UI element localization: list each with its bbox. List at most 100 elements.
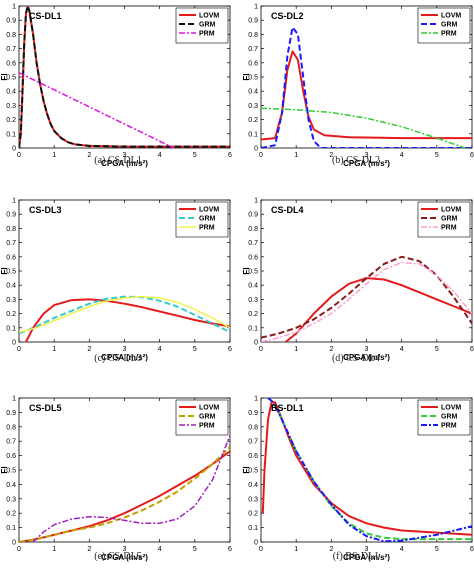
y-tick-label: 0 xyxy=(12,540,16,547)
y-tick-label: 0.4 xyxy=(248,283,258,290)
y-tick-label: 0.3 xyxy=(6,297,16,304)
legend-label-grm: GRM xyxy=(199,22,216,29)
series-line-grm xyxy=(267,398,472,541)
legend-label-prm: PRM xyxy=(199,225,215,232)
y-tick-label: 0.7 xyxy=(6,439,16,446)
y-tick-label: 0.5 xyxy=(6,75,16,82)
chart-panel-5: 0 1 2 3 4 5 6 0 0.1 0.2 0.3 0.4 0.5 0.6 0.7 0.8 0.9 1 CPGA… xyxy=(0,396,232,563)
chart-panel-2: 0 1 2 3 4 5 6 0 0.1 0.2 0.3 0.4 0.5 0.6 0.7 0.8 0.9 1 CPGA… xyxy=(242,4,474,169)
series-line-prm xyxy=(261,107,466,148)
x-tick-label: 2 xyxy=(329,546,333,553)
x-tick-label: 4 xyxy=(158,546,162,553)
series-line-grm xyxy=(261,26,472,148)
series-lines xyxy=(19,6,230,148)
y-tick-label: 0.3 xyxy=(6,103,16,110)
x-tick-label: 3 xyxy=(365,546,369,553)
legend-label-lovm: LOVM xyxy=(441,207,461,214)
legend-label-prm: PRM xyxy=(441,423,457,430)
x-tick-label: 6 xyxy=(228,346,232,353)
x-tick-label: 4 xyxy=(158,346,162,353)
y-tick-label: 0.3 xyxy=(248,496,258,503)
x-tick-label: 0 xyxy=(259,546,263,553)
y-tick-label: 0.2 xyxy=(248,311,258,318)
series-line-grm xyxy=(19,6,230,148)
panel-caption: (f) BS-DL1 xyxy=(333,551,379,562)
y-tick-label: 0.8 xyxy=(248,226,258,233)
chart-panel-6: 0 1 2 3 4 5 6 0 0.1 0.2 0.3 0.4 0.5 0.6 0.7 0.8 0.9 1 CPGA… xyxy=(242,396,474,563)
y-tick-label: 0.4 xyxy=(248,482,258,489)
x-tick-label: 3 xyxy=(123,346,127,353)
x-tick-label: 1 xyxy=(52,346,56,353)
panel-title: CS-DL1 xyxy=(29,11,62,21)
legend-box xyxy=(175,201,229,238)
series-line-grm xyxy=(19,295,230,335)
y-tick-label: 1 xyxy=(12,198,16,205)
panel-caption: (e) CS-DL5 xyxy=(94,551,142,562)
x-tick-label: 5 xyxy=(435,546,439,553)
series-line-prm xyxy=(267,398,472,542)
y-tick-label: 0.9 xyxy=(248,212,258,219)
y-tick-label: 1 xyxy=(12,4,16,11)
y-axis-label: FI xyxy=(0,267,9,274)
legend-label-prm: PRM xyxy=(441,225,457,232)
legend-label-prm: PRM xyxy=(441,31,457,38)
y-tick-label: 0.2 xyxy=(248,511,258,518)
y-tick-label: 0.2 xyxy=(248,117,258,124)
x-tick-label: 3 xyxy=(123,546,127,553)
y-tick-label: 0.7 xyxy=(248,439,258,446)
x-tick-label: 0 xyxy=(17,346,21,353)
x-tick-label: 2 xyxy=(87,546,91,553)
y-tick-label: 0.1 xyxy=(248,525,258,532)
x-tick-label: 0 xyxy=(259,346,263,353)
legend-label-grm: GRM xyxy=(441,216,458,223)
legend-box xyxy=(417,7,471,44)
y-tick-label: 0.4 xyxy=(248,89,258,96)
panel-caption: (d) CS-DL4 xyxy=(332,353,380,364)
y-tick-label: 0.9 xyxy=(248,410,258,417)
y-tick-label: 0.1 xyxy=(6,131,16,138)
x-axis-label: CPGA (m/s²) xyxy=(343,353,390,362)
x-tick-label: 4 xyxy=(400,152,404,159)
y-tick-label: 0.3 xyxy=(6,496,16,503)
legend-label-lovm: LOVM xyxy=(441,405,461,412)
x-axis-label: CPGA (m/s²) xyxy=(343,159,390,168)
y-tick-label: 0.7 xyxy=(248,240,258,247)
y-tick-label: 0.2 xyxy=(6,117,16,124)
y-tick-label: 0 xyxy=(12,340,16,347)
x-tick-label: 6 xyxy=(228,546,232,553)
x-tick-label: 5 xyxy=(193,152,197,159)
y-tick-label: 0.9 xyxy=(6,410,16,417)
x-tick-label: 1 xyxy=(294,546,298,553)
series-line-lovm xyxy=(284,277,472,342)
x-tick-label: 5 xyxy=(435,152,439,159)
x-tick-label: 0 xyxy=(259,152,263,159)
y-tick-label: 0.8 xyxy=(248,424,258,431)
y-tick-label: 1 xyxy=(254,198,258,205)
x-tick-label: 6 xyxy=(470,546,474,553)
x-tick-label: 1 xyxy=(294,152,298,159)
panel-caption: (b) CS-DL2 xyxy=(332,155,380,166)
x-tick-label: 5 xyxy=(193,346,197,353)
series-lines xyxy=(261,26,472,148)
panel-title: CS-DL3 xyxy=(29,205,62,215)
panel-title: CS-DL4 xyxy=(271,205,304,215)
legend-box xyxy=(417,399,471,436)
legend: LOVM GRM PRM xyxy=(417,399,471,436)
y-axis-label: FI xyxy=(242,73,251,80)
legend: LOVM GRM PRM xyxy=(417,201,471,238)
y-tick-label: 0.8 xyxy=(6,424,16,431)
legend: LOVM GRM PRM xyxy=(417,7,471,44)
legend-label-grm: GRM xyxy=(199,414,216,421)
x-axis-label: CPGA (m/s²) xyxy=(101,353,148,362)
legend-label-grm: GRM xyxy=(441,414,458,421)
legend-box xyxy=(417,201,471,238)
y-tick-label: 0.7 xyxy=(6,240,16,247)
y-tick-label: 0.8 xyxy=(248,32,258,39)
y-tick-label: 0.2 xyxy=(6,311,16,318)
x-tick-label: 0 xyxy=(17,546,21,553)
series-line-lovm xyxy=(19,450,230,542)
panel-title: CS-DL2 xyxy=(271,11,304,21)
y-tick-label: 0.8 xyxy=(6,226,16,233)
panel-title: CS-DL5 xyxy=(29,403,62,413)
legend: LOVM GRM PRM xyxy=(175,7,229,44)
